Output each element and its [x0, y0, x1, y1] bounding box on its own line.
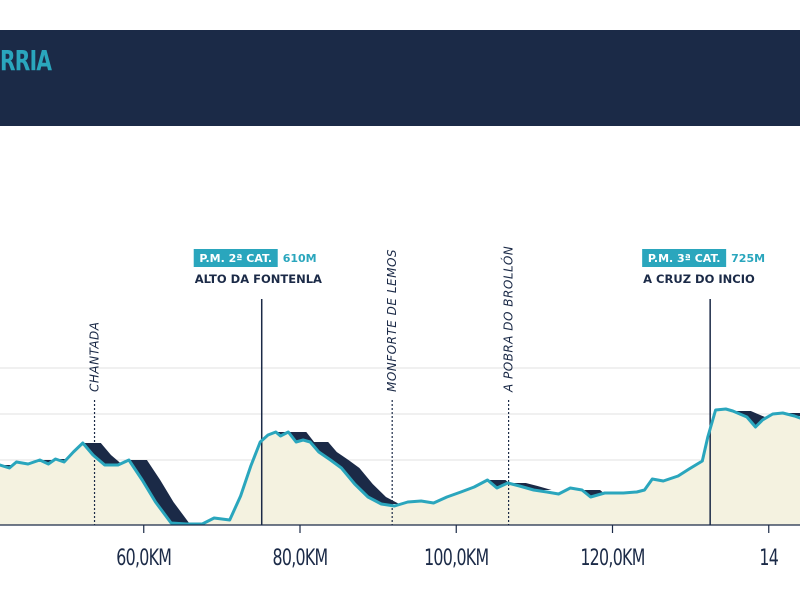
- pass-category: P.M. 3ª CAT.: [648, 252, 721, 265]
- x-axis: 60,0KM 80,0KM 100,0KM 120,0KM 14: [116, 525, 779, 571]
- mountain-pass-label: P.M. 2ª CAT. 610M ALTO DA FONTENLA: [193, 249, 322, 286]
- marker-lines: [93, 299, 711, 525]
- pass-category-badge: [642, 249, 727, 267]
- pass-category: P.M. 2ª CAT.: [199, 252, 272, 265]
- town-labels: CHANTADA MONFORTE DE LEMOS A POBRA DO BROL…: [88, 246, 516, 393]
- x-tick-label: 14: [759, 544, 778, 570]
- header-banner: [0, 30, 800, 126]
- town-label: A POBRA DO BROLLÓN: [501, 246, 516, 393]
- pass-altitude: 725M: [731, 252, 765, 265]
- grid-lines: [0, 367, 800, 461]
- mountain-passes: P.M. 2ª CAT. 610M ALTO DA FONTENLA P.M. 3ª …: [193, 249, 765, 286]
- elevation-area: [0, 409, 800, 525]
- mountain-pass-label: P.M. 3ª CAT. 725M A CRUZ DO INCIO: [642, 249, 765, 286]
- stage-title: RRIA: [0, 44, 52, 77]
- x-tick-label: 120,0KM: [580, 544, 644, 570]
- elevation-line: [0, 407, 800, 526]
- pass-altitude: 610M: [283, 252, 317, 265]
- pass-name: A CRUZ DO INCIO: [643, 272, 755, 286]
- town-label: MONFORTE DE LEMOS: [385, 249, 399, 392]
- x-tick-label: 80,0KM: [273, 544, 328, 570]
- town-label: CHANTADA: [88, 322, 102, 392]
- pass-category-badge: [193, 249, 278, 267]
- pass-name: ALTO DA FONTENLA: [195, 272, 322, 286]
- x-tick-label: 60,0KM: [116, 544, 171, 570]
- x-tick-label: 100,0KM: [424, 544, 488, 570]
